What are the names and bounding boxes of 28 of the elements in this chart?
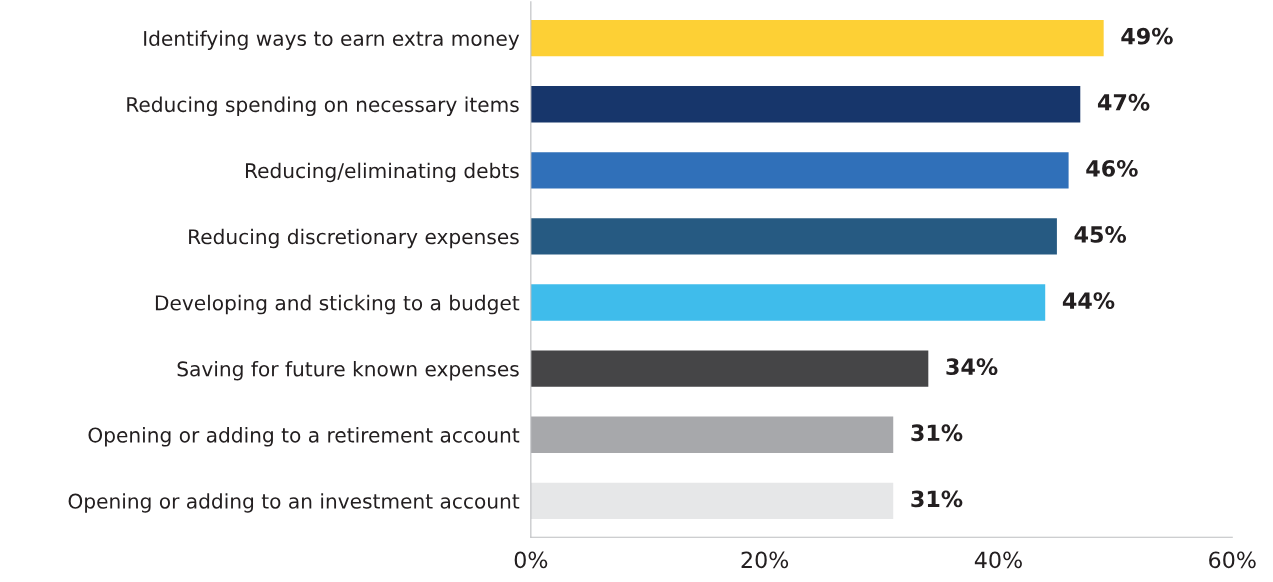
- data-label: 31%: [911, 424, 963, 442]
- y-tick-label: Saving for future known expenses: [177, 360, 519, 381]
- data-label: 31%: [911, 490, 963, 508]
- y-tick-label: Developing and sticking to a budget: [155, 294, 520, 315]
- data-label: 34%: [946, 358, 998, 376]
- y-tick-label: Opening or adding to an investment account: [68, 493, 520, 513]
- data-label: 47%: [1097, 93, 1150, 111]
- x-tick-label: 60%: [1209, 551, 1256, 569]
- y-tick-label: Reducing spending on necessary items: [127, 96, 519, 117]
- x-tick-label: 40%: [974, 551, 1022, 569]
- y-tick-label: Opening or adding to a retirement account: [88, 427, 520, 447]
- data-label: 45%: [1074, 226, 1127, 243]
- bar: [530, 350, 929, 387]
- x-tick-label: 20%: [741, 551, 789, 569]
- x-tick-label: 0%: [514, 551, 548, 569]
- data-label: 44%: [1062, 292, 1115, 309]
- bar: [530, 218, 1057, 255]
- bar: [530, 19, 1104, 57]
- y-tick-label: Reducing/eliminating debts: [246, 162, 519, 183]
- bar: [530, 482, 894, 520]
- bar: [530, 86, 1081, 123]
- y-tick-label: Identifying ways to earn extra money: [144, 30, 520, 50]
- data-label: 46%: [1086, 159, 1138, 177]
- bar: [530, 416, 894, 453]
- data-label: 49%: [1121, 27, 1173, 45]
- bar: [530, 284, 1046, 321]
- y-tick-label: Reducing discretionary expenses: [189, 228, 519, 249]
- bar: [530, 152, 1069, 189]
